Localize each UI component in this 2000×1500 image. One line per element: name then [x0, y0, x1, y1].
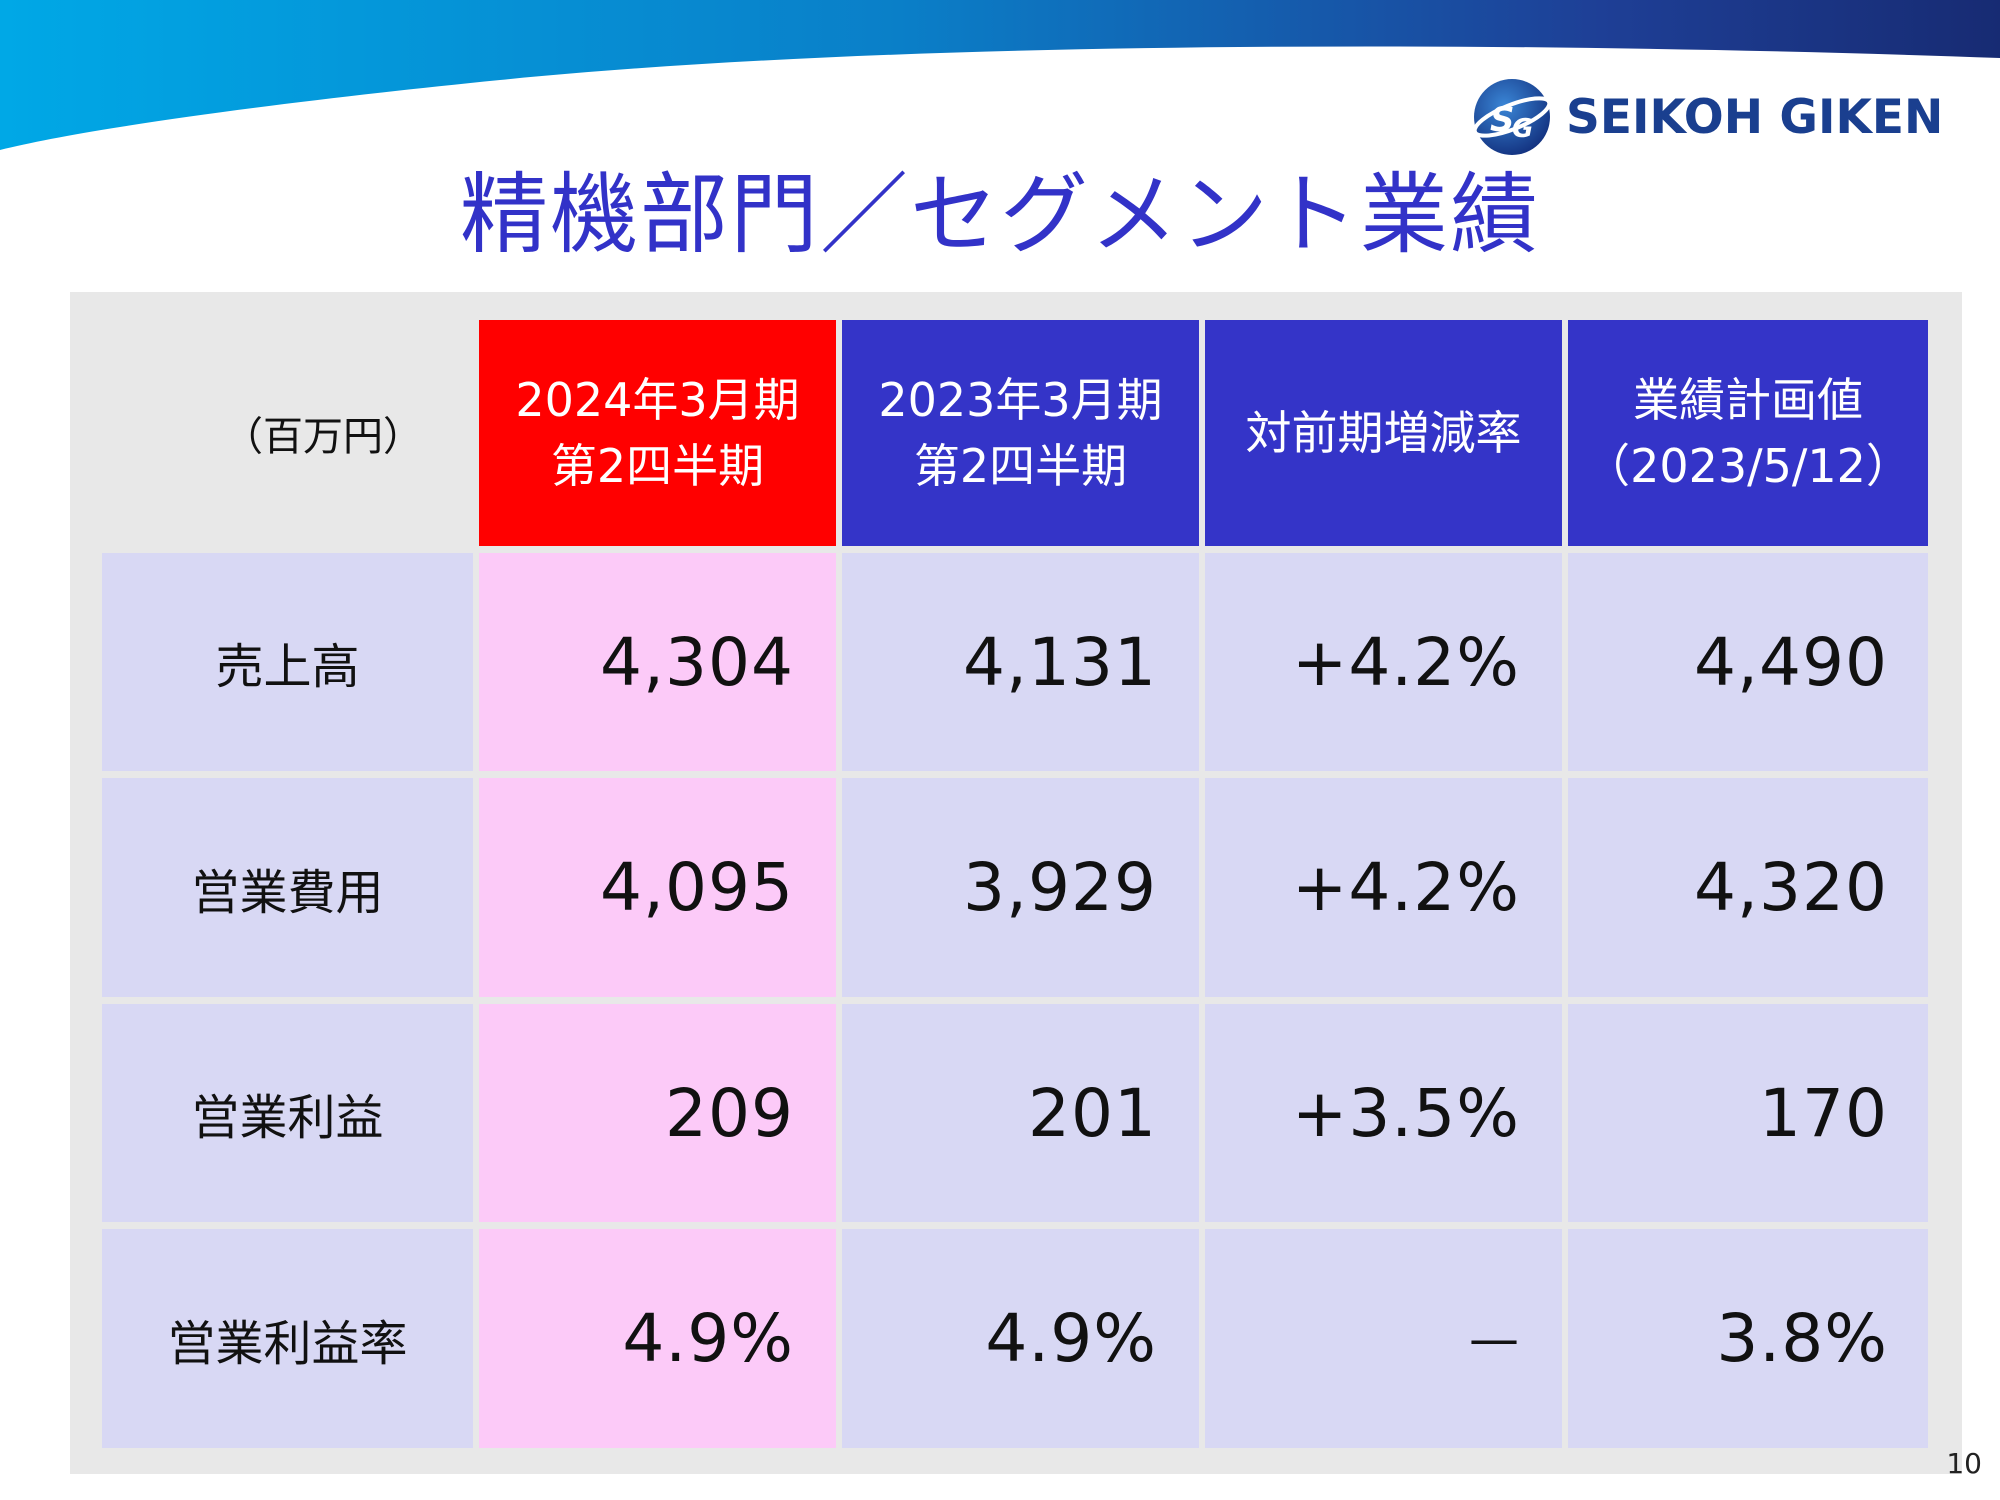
table-cell: 4,490	[1568, 553, 1928, 771]
row-label-operating-expenses: 営業費用	[102, 778, 473, 997]
unit-label: （百万円）	[102, 320, 473, 546]
table-cell-dash: —	[1205, 1229, 1562, 1448]
column-header-current: 2024年3月期 第2四半期	[479, 320, 836, 546]
table-cell: +4.2%	[1205, 778, 1562, 997]
column-header-line: 対前期増減率	[1245, 406, 1522, 460]
table-cell: +4.2%	[1205, 553, 1562, 771]
row-label-operating-margin: 営業利益率	[102, 1229, 473, 1448]
column-header-plan: 業績計画値 （2023/5/12）	[1568, 320, 1928, 546]
table-cell: 209	[479, 1004, 836, 1222]
svg-text:S: S	[1490, 100, 1515, 140]
table-cell: 4,095	[479, 778, 836, 997]
page-title: 精機部門／セグメント業績	[459, 163, 1540, 266]
table-cell: 4,320	[1568, 778, 1928, 997]
table-cell: 201	[842, 1004, 1199, 1222]
page-number: 10	[1946, 1447, 1982, 1480]
column-header-line: 第2四半期	[913, 439, 1128, 493]
table-cell: 4,131	[842, 553, 1199, 771]
table-cell: 3.8%	[1568, 1229, 1928, 1448]
table-cell: 4.9%	[479, 1229, 836, 1448]
svg-text:G: G	[1512, 114, 1533, 144]
table-cell: +3.5%	[1205, 1004, 1562, 1222]
row-label-operating-profit: 営業利益	[102, 1004, 473, 1222]
column-header-change-rate: 対前期増減率	[1205, 320, 1562, 546]
table-cell: 3,929	[842, 778, 1199, 997]
table-cell: 4.9%	[842, 1229, 1199, 1448]
logo-text: SEIKOH GIKEN	[1566, 89, 1944, 145]
top-banner	[0, 0, 2000, 150]
column-header-line: 業績計画値	[1633, 373, 1863, 427]
segment-results-table: （百万円） 2024年3月期 第2四半期 2023年3月期 第2四半期 対前期増…	[102, 320, 1928, 1448]
table-cell: 4,304	[479, 553, 836, 771]
table-cell: 170	[1568, 1004, 1928, 1222]
column-header-line: 2024年3月期	[515, 373, 800, 427]
sg-logo-icon: S G	[1472, 79, 1552, 155]
row-label-sales: 売上高	[102, 553, 473, 771]
column-header-line: 第2四半期	[550, 439, 765, 493]
company-logo: S G SEIKOH GIKEN	[1470, 72, 1943, 162]
column-header-line: （2023/5/12）	[1584, 439, 1912, 493]
column-header-prior: 2023年3月期 第2四半期	[842, 320, 1199, 546]
column-header-line: 2023年3月期	[878, 373, 1163, 427]
